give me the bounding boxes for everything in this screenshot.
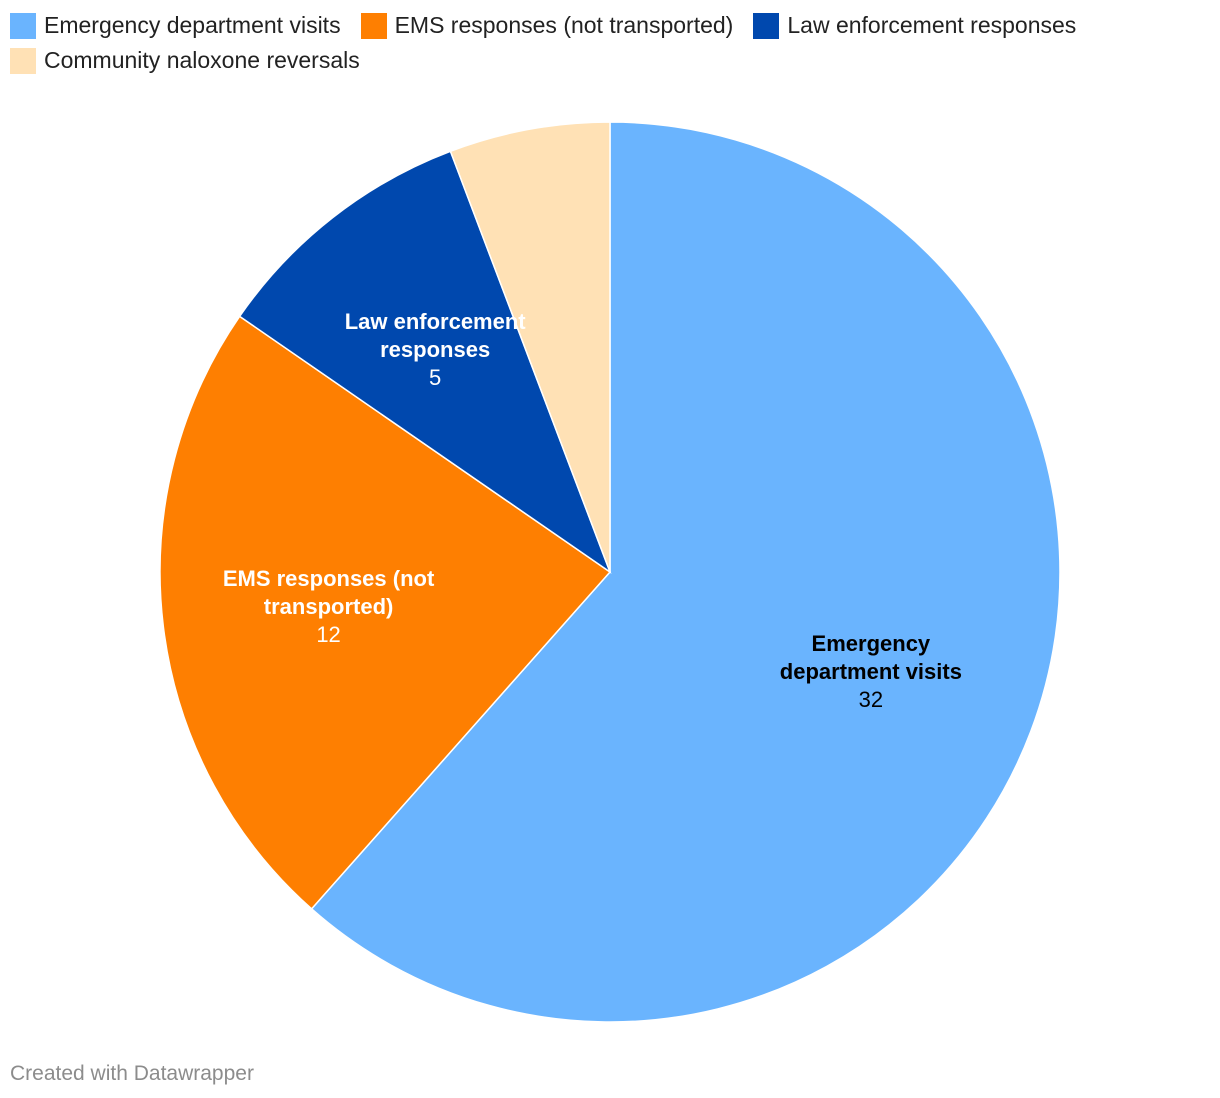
pie-slice-law-enforcement-responses: [238, 150, 612, 574]
legend-swatch-community-naloxone-reversals: [10, 47, 36, 74]
slice-name-line: EMS responses (not: [223, 566, 435, 591]
slice-value: 32: [859, 687, 883, 712]
legend-item-community-naloxone-reversals: Community naloxone reversals: [10, 47, 360, 74]
slice-label-law-enforcement-responses: Law enforcement responses 5: [345, 309, 527, 390]
legend-label-ems-responses: EMS responses (not transported): [394, 12, 734, 38]
legend-swatch-emergency-department-visits: [10, 12, 36, 39]
slice-name-line: department visits: [780, 659, 962, 684]
legend-item-law-enforcement-responses: Law enforcement responses: [753, 12, 1076, 39]
pie-slice-ems-responses-not-transported: [159, 315, 612, 910]
datawrapper-credit: Created with Datawrapper: [10, 1062, 254, 1085]
chart-legend: Emergency department visits EMS response…: [10, 12, 1200, 74]
slice-name-line: responses: [380, 337, 490, 362]
legend-swatch-ems-responses: [360, 12, 387, 39]
legend-label-law-enforcement-responses: Law enforcement responses: [787, 12, 1077, 38]
legend-item-emergency-department-visits: Emergency department visits: [10, 12, 341, 39]
pie-slice-emergency-department-visits: [310, 121, 1061, 1023]
slice-name-line: Emergency: [812, 631, 931, 656]
slice-value: 5: [429, 365, 441, 390]
legend-label-community-naloxone-reversals: Community naloxone reversals: [44, 47, 360, 73]
legend-label-emergency-department-visits: Emergency department visits: [44, 12, 341, 38]
legend-item-ems-responses: EMS responses (not transported): [360, 12, 734, 39]
slice-label-emergency-department-visits: Emergency department visits 32: [780, 631, 962, 712]
slice-name-line: Law enforcement: [345, 309, 527, 334]
legend-swatch-law-enforcement-responses: [753, 12, 780, 39]
slice-value: 12: [316, 622, 340, 647]
slice-label-ems-responses-not-transported: EMS responses (not transported) 12: [223, 566, 435, 647]
pie-slice-community-naloxone-reversals: [449, 121, 611, 573]
slice-name-line: transported): [264, 594, 394, 619]
